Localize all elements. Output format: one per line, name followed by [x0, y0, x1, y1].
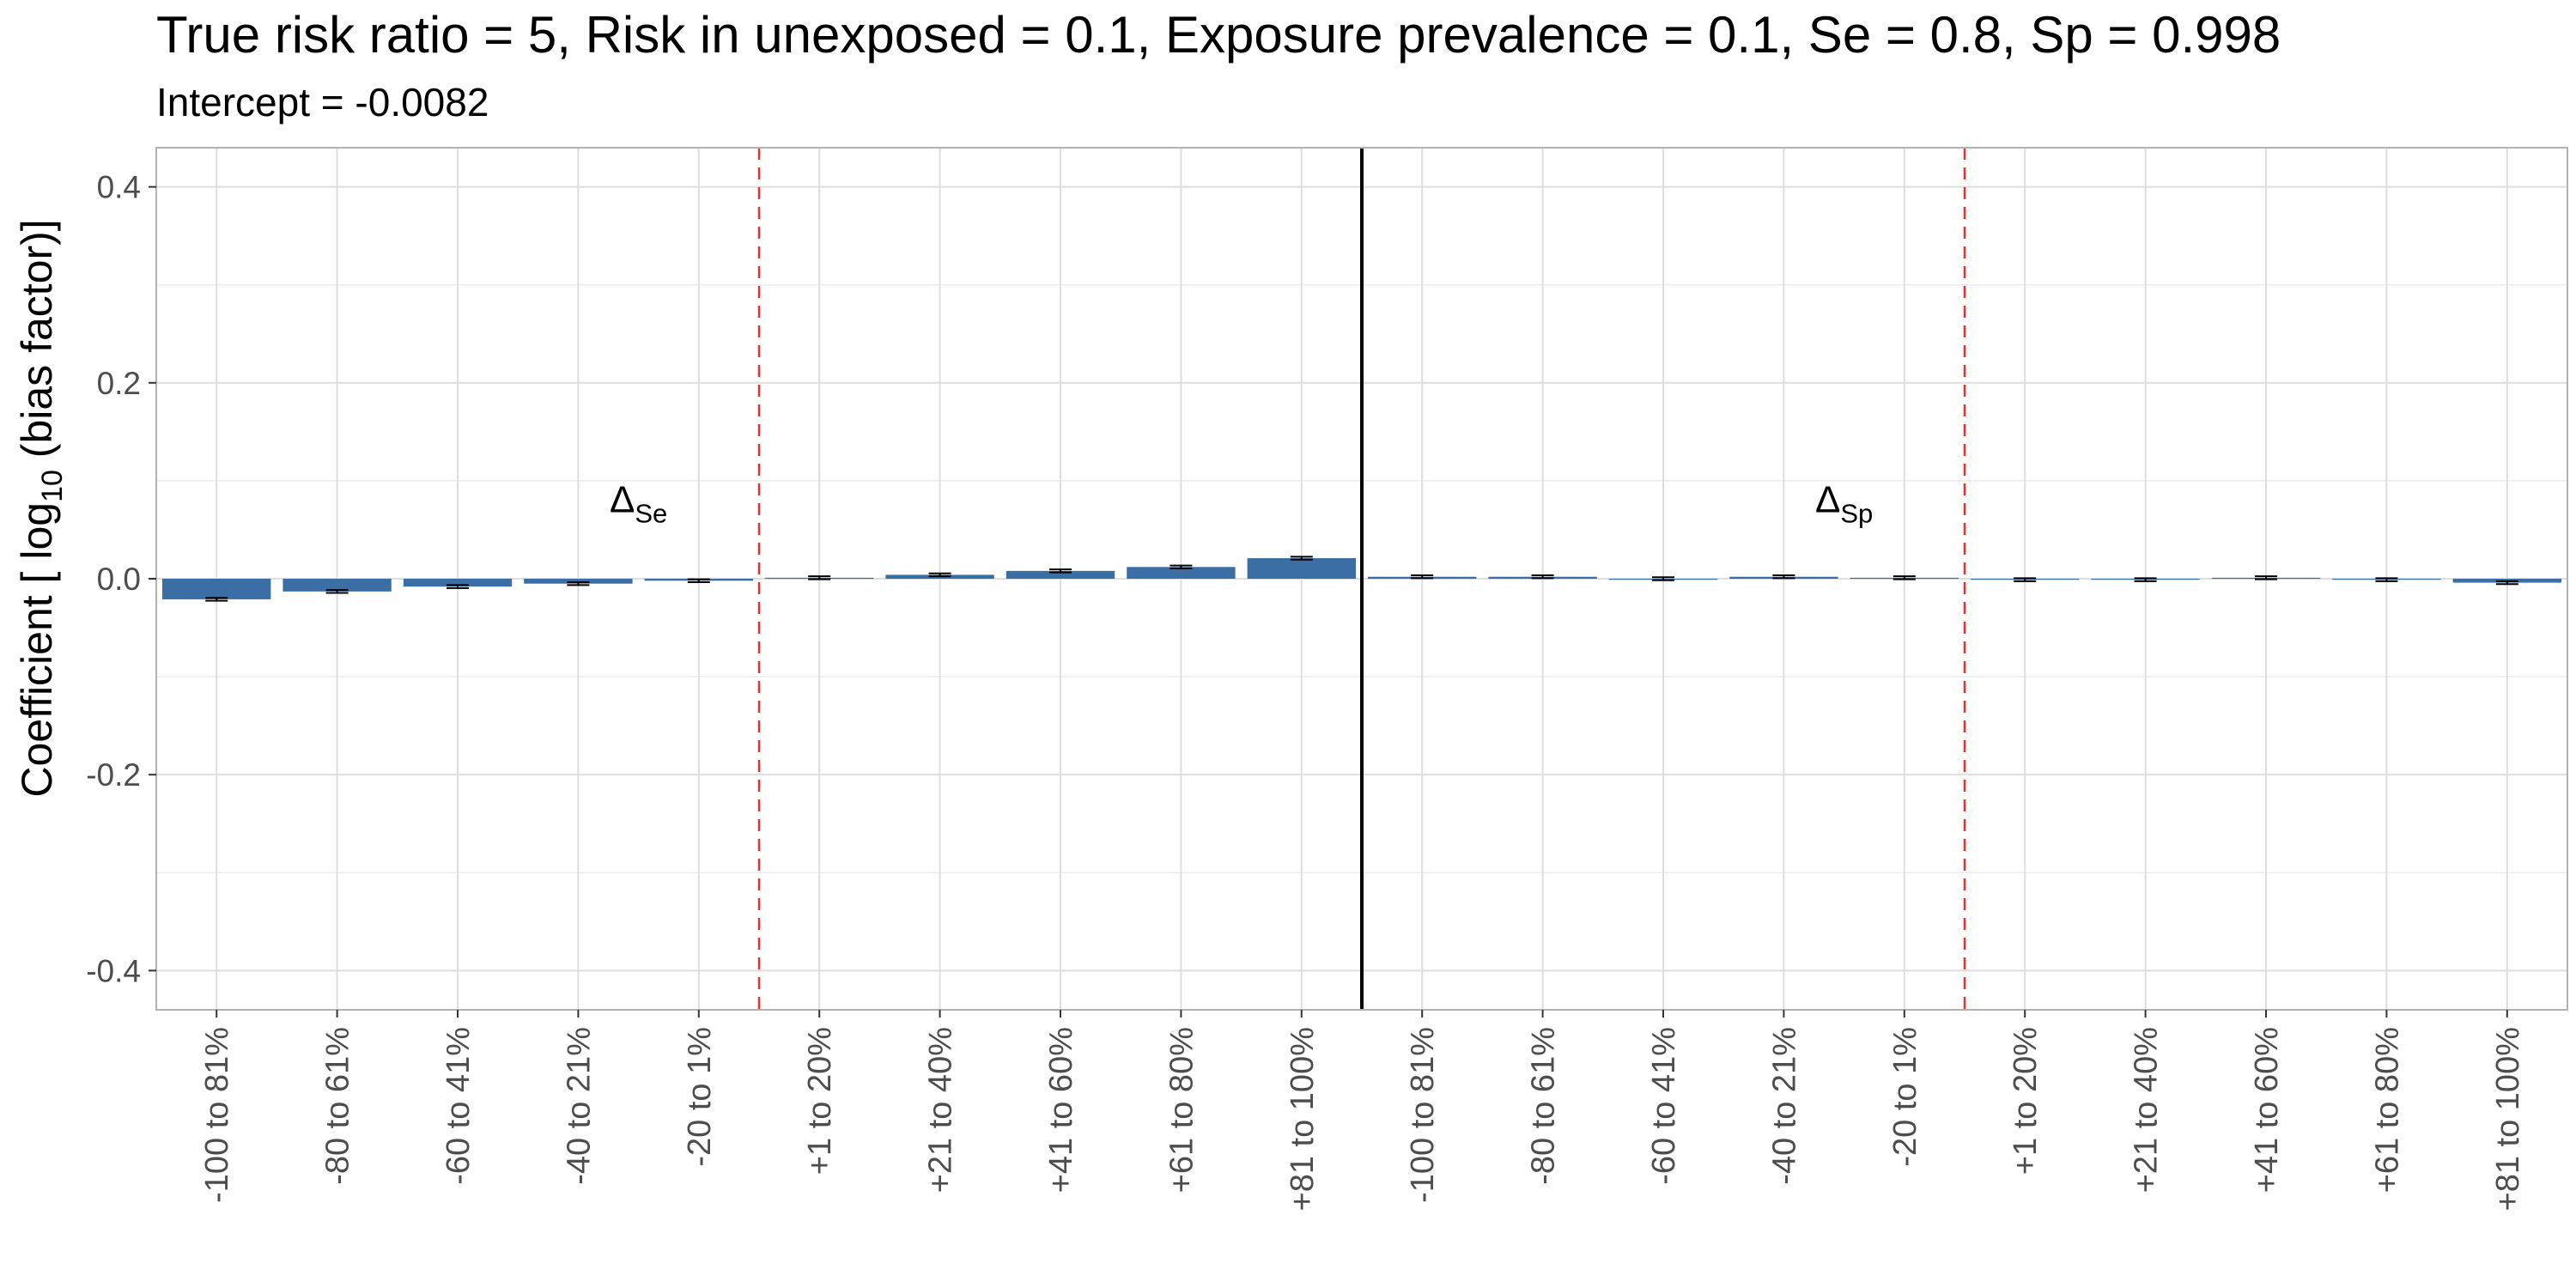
delta-subscript: Sp	[1840, 499, 1873, 529]
y-tick-label: 0.0	[97, 562, 141, 597]
bar	[162, 579, 271, 599]
x-tick-label: -60 to 41%	[440, 1027, 477, 1185]
error-bars	[205, 556, 2518, 602]
x-tick-label: +1 to 20%	[2008, 1027, 2044, 1175]
annotations: ΔSe ΔSp	[610, 479, 1873, 529]
x-tick-label: +61 to 80%	[2369, 1027, 2405, 1193]
x-tick-label: -100 to 81%	[199, 1027, 235, 1203]
x-tick-label: -80 to 61%	[1526, 1027, 1562, 1185]
bar	[1005, 570, 1115, 579]
delta-annotation: ΔSe	[610, 479, 667, 529]
y-axis-label-pre: Coefficient [ log	[13, 502, 61, 798]
y-axis: 0.4 0.2 0.0 -0.2 -0.4	[86, 170, 156, 988]
x-tick-label: +81 to 100%	[1285, 1027, 1321, 1211]
y-axis-label-post: (bias factor)]	[13, 219, 61, 470]
bar	[524, 579, 633, 584]
bar	[403, 579, 513, 587]
x-tick-label: +21 to 40%	[923, 1027, 959, 1193]
x-tick-label: -20 to 1%	[682, 1027, 718, 1167]
x-tick-label: +41 to 60%	[2249, 1027, 2285, 1193]
y-tick-label: 0.2	[97, 366, 141, 401]
x-tick-label: -60 to 41%	[1646, 1027, 1682, 1185]
chart-subtitle: Intercept = -0.0082	[156, 80, 489, 125]
bar	[1127, 567, 1236, 579]
x-tick-label: +81 to 100%	[2490, 1027, 2526, 1211]
group-dividers	[757, 148, 1966, 1010]
delta-symbol: Δ	[1815, 479, 1840, 521]
x-tick-label: -100 to 81%	[1405, 1027, 1441, 1203]
x-tick-label: +1 to 20%	[802, 1027, 838, 1175]
delta-symbol: Δ	[610, 479, 635, 521]
x-tick-label: -40 to 21%	[561, 1027, 597, 1185]
x-tick-label: +21 to 40%	[2129, 1027, 2165, 1193]
bar	[283, 579, 392, 592]
delta-subscript: Se	[635, 499, 667, 529]
x-tick-label: -20 to 1%	[1887, 1027, 1923, 1167]
y-axis-label: Coefficient [ log10 (bias factor)]	[13, 219, 69, 797]
y-axis-label-sub: 10	[36, 470, 69, 502]
chart-title: True risk ratio = 5, Risk in unexposed =…	[156, 6, 2281, 64]
y-tick-label: -0.4	[86, 953, 141, 988]
x-tick-label: +41 to 60%	[1043, 1027, 1079, 1193]
delta-annotation: ΔSp	[1815, 479, 1873, 529]
y-tick-label: 0.4	[97, 170, 141, 205]
bar	[1247, 558, 1356, 579]
x-tick-label: -40 to 21%	[1766, 1027, 1802, 1185]
x-tick-label: -80 to 61%	[320, 1027, 356, 1185]
y-tick-label: -0.2	[86, 757, 141, 793]
x-tick-label: +61 to 80%	[1163, 1027, 1200, 1193]
x-axis: -100 to 81% -80 to 61% -60 to 41% -40 to 21…	[199, 1010, 2526, 1211]
